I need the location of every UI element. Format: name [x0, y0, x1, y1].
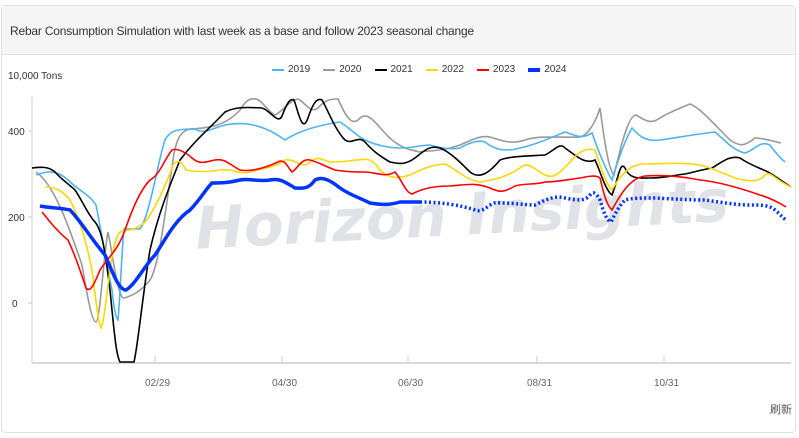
- legend-item-2022[interactable]: 2022: [425, 64, 464, 75]
- series-2021-line[interactable]: [31, 98, 792, 363]
- legend-label: 2019: [288, 64, 311, 75]
- y-axis-unit-label: 10,000 Tons: [8, 71, 63, 82]
- legend-label: 2020: [339, 64, 362, 75]
- x-tick-0430: 04/30: [272, 378, 297, 389]
- series-2024-line-actual[interactable]: [39, 176, 420, 292]
- legend-item-2024[interactable]: 2024: [528, 64, 567, 75]
- legend-swatch-2022: [425, 68, 438, 71]
- refresh-button[interactable]: 刷新: [770, 404, 792, 416]
- x-tick-marks: [154, 356, 665, 363]
- legend-swatch-2021: [374, 68, 387, 71]
- x-tick-1031: 10/31: [654, 378, 679, 389]
- legend-swatch-2023: [477, 68, 489, 71]
- legend-label: 2021: [390, 64, 413, 75]
- x-tick-0831: 08/31: [527, 378, 552, 389]
- legend-item-2020[interactable]: 2020: [323, 64, 362, 75]
- series-2024-line-projected[interactable]: [419, 191, 788, 225]
- x-tick-0630: 06/30: [398, 378, 423, 389]
- legend-swatch-2019: [272, 68, 284, 71]
- legend-label: 2022: [441, 64, 464, 75]
- chart-legend: 2019 2020 2021 2022 2023 2024: [272, 64, 580, 75]
- card-header: Rebar Consumption Simulation with last w…: [2, 6, 795, 55]
- legend-item-2019[interactable]: 2019: [272, 64, 310, 75]
- y-tick-0: 0: [12, 299, 18, 310]
- series-2019-line[interactable]: [35, 121, 786, 322]
- chart-title: Rebar Consumption Simulation with last w…: [10, 24, 474, 38]
- legend-swatch-2024: [528, 67, 541, 72]
- x-tick-0229: 02/29: [145, 378, 170, 389]
- series-2020-line[interactable]: [35, 97, 782, 323]
- legend-label: 2024: [544, 64, 567, 75]
- series-2022-line[interactable]: [44, 148, 792, 330]
- legend-item-2023[interactable]: 2023: [477, 64, 515, 75]
- y-tick-200: 200: [8, 213, 25, 224]
- y-tick-400: 400: [8, 127, 25, 138]
- series-2023-line[interactable]: [41, 148, 787, 291]
- legend-item-2021[interactable]: 2021: [374, 64, 413, 75]
- legend-label: 2023: [493, 64, 516, 75]
- legend-swatch-2020: [323, 68, 336, 71]
